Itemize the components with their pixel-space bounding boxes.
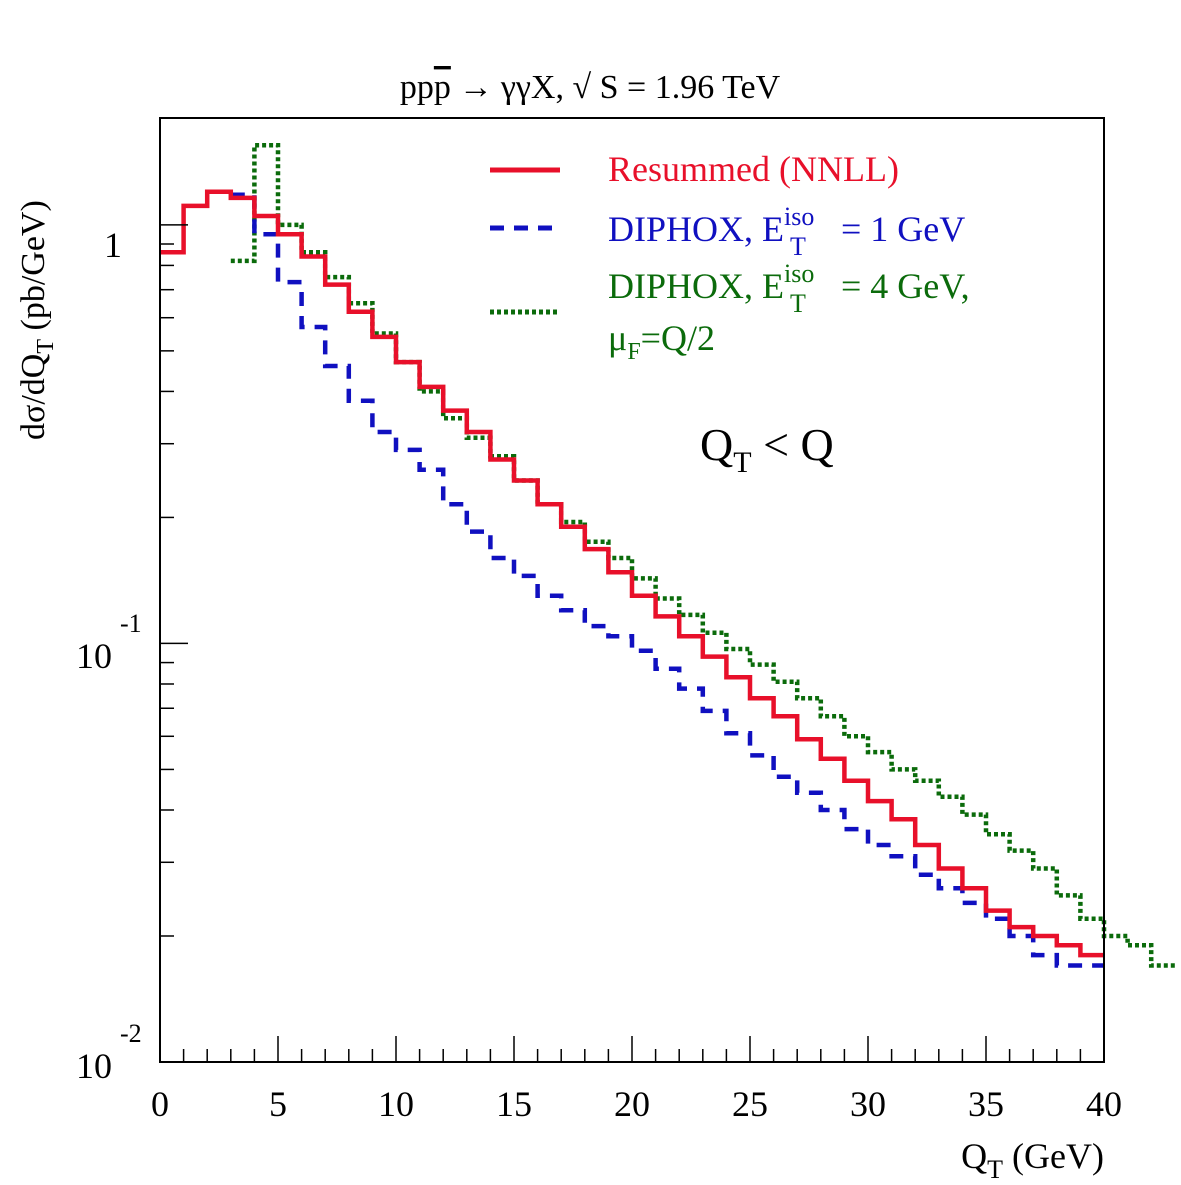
y-tick-label-0.1: 10 bbox=[76, 636, 112, 676]
x-axis-label-main: Q bbox=[961, 1136, 987, 1176]
x-tick-label-40: 40 bbox=[1086, 1084, 1122, 1124]
y-tick-label-1: 1 bbox=[104, 225, 122, 265]
chart-title: ppp → γγX, √ S = 1.96 TeV bbox=[400, 69, 781, 106]
y-axis-label-a: dσ/dQ bbox=[15, 354, 52, 440]
y-axis-label-sub: T bbox=[33, 339, 59, 354]
series-diphox-1gev-line bbox=[230, 192, 1104, 968]
series-resummed-line bbox=[160, 189, 1104, 958]
x-tick-label-15: 15 bbox=[496, 1084, 532, 1124]
x-axis-label: QT (GeV) bbox=[961, 1136, 1104, 1184]
y-tick-labels: 1 10 -1 10 -2 bbox=[76, 225, 142, 1086]
x-tick-label-5: 5 bbox=[269, 1084, 287, 1124]
legend-label-resummed: Resummed (NNLL) bbox=[608, 149, 899, 189]
y-axis-label: dσ/dQT (pb/GeV) bbox=[15, 200, 59, 440]
y-tick-exp-0.01: -2 bbox=[120, 1019, 142, 1048]
x-tick-label-30: 30 bbox=[850, 1084, 886, 1124]
legend-label-diphox-1gev: DIPHOX, Eiso T = 1 GeV bbox=[608, 202, 965, 261]
title-pp: pp bbox=[400, 69, 434, 106]
title-pbar: p bbox=[434, 69, 451, 106]
y-tick-label-0.01: 10 bbox=[76, 1046, 112, 1086]
y-tick-exp-0.1: -1 bbox=[120, 609, 142, 638]
x-tick-label-20: 20 bbox=[614, 1084, 650, 1124]
series-layer bbox=[160, 142, 1175, 968]
x-tick-label-10: 10 bbox=[378, 1084, 414, 1124]
legend-label-diphox-4gev: DIPHOX, Eiso T = 4 GeV, bbox=[608, 259, 970, 318]
legend: Resummed (NNLL) DIPHOX, Eiso T = 1 GeV DI… bbox=[490, 149, 970, 365]
axis-ticks bbox=[159, 224, 1105, 1063]
series-diphox-4gev-line bbox=[230, 142, 1175, 968]
region-annotation: QT < Q bbox=[700, 419, 834, 479]
y-axis-label-b: (pb/GeV) bbox=[15, 200, 52, 339]
x-tick-label-0: 0 bbox=[151, 1084, 169, 1124]
title-arrow: → bbox=[459, 69, 493, 106]
title-rest: γγX, √ S = 1.96 TeV bbox=[500, 69, 781, 106]
x-tick-labels: 0 5 10 15 20 25 30 35 40 bbox=[151, 1084, 1122, 1124]
x-tick-label-35: 35 bbox=[968, 1084, 1004, 1124]
x-axis-label-sub: T bbox=[987, 1155, 1003, 1184]
legend-label-diphox-4gev-line2: μF=Q/2 bbox=[608, 318, 715, 365]
x-tick-label-25: 25 bbox=[732, 1084, 768, 1124]
x-axis-label-tail: (GeV) bbox=[1003, 1136, 1104, 1176]
